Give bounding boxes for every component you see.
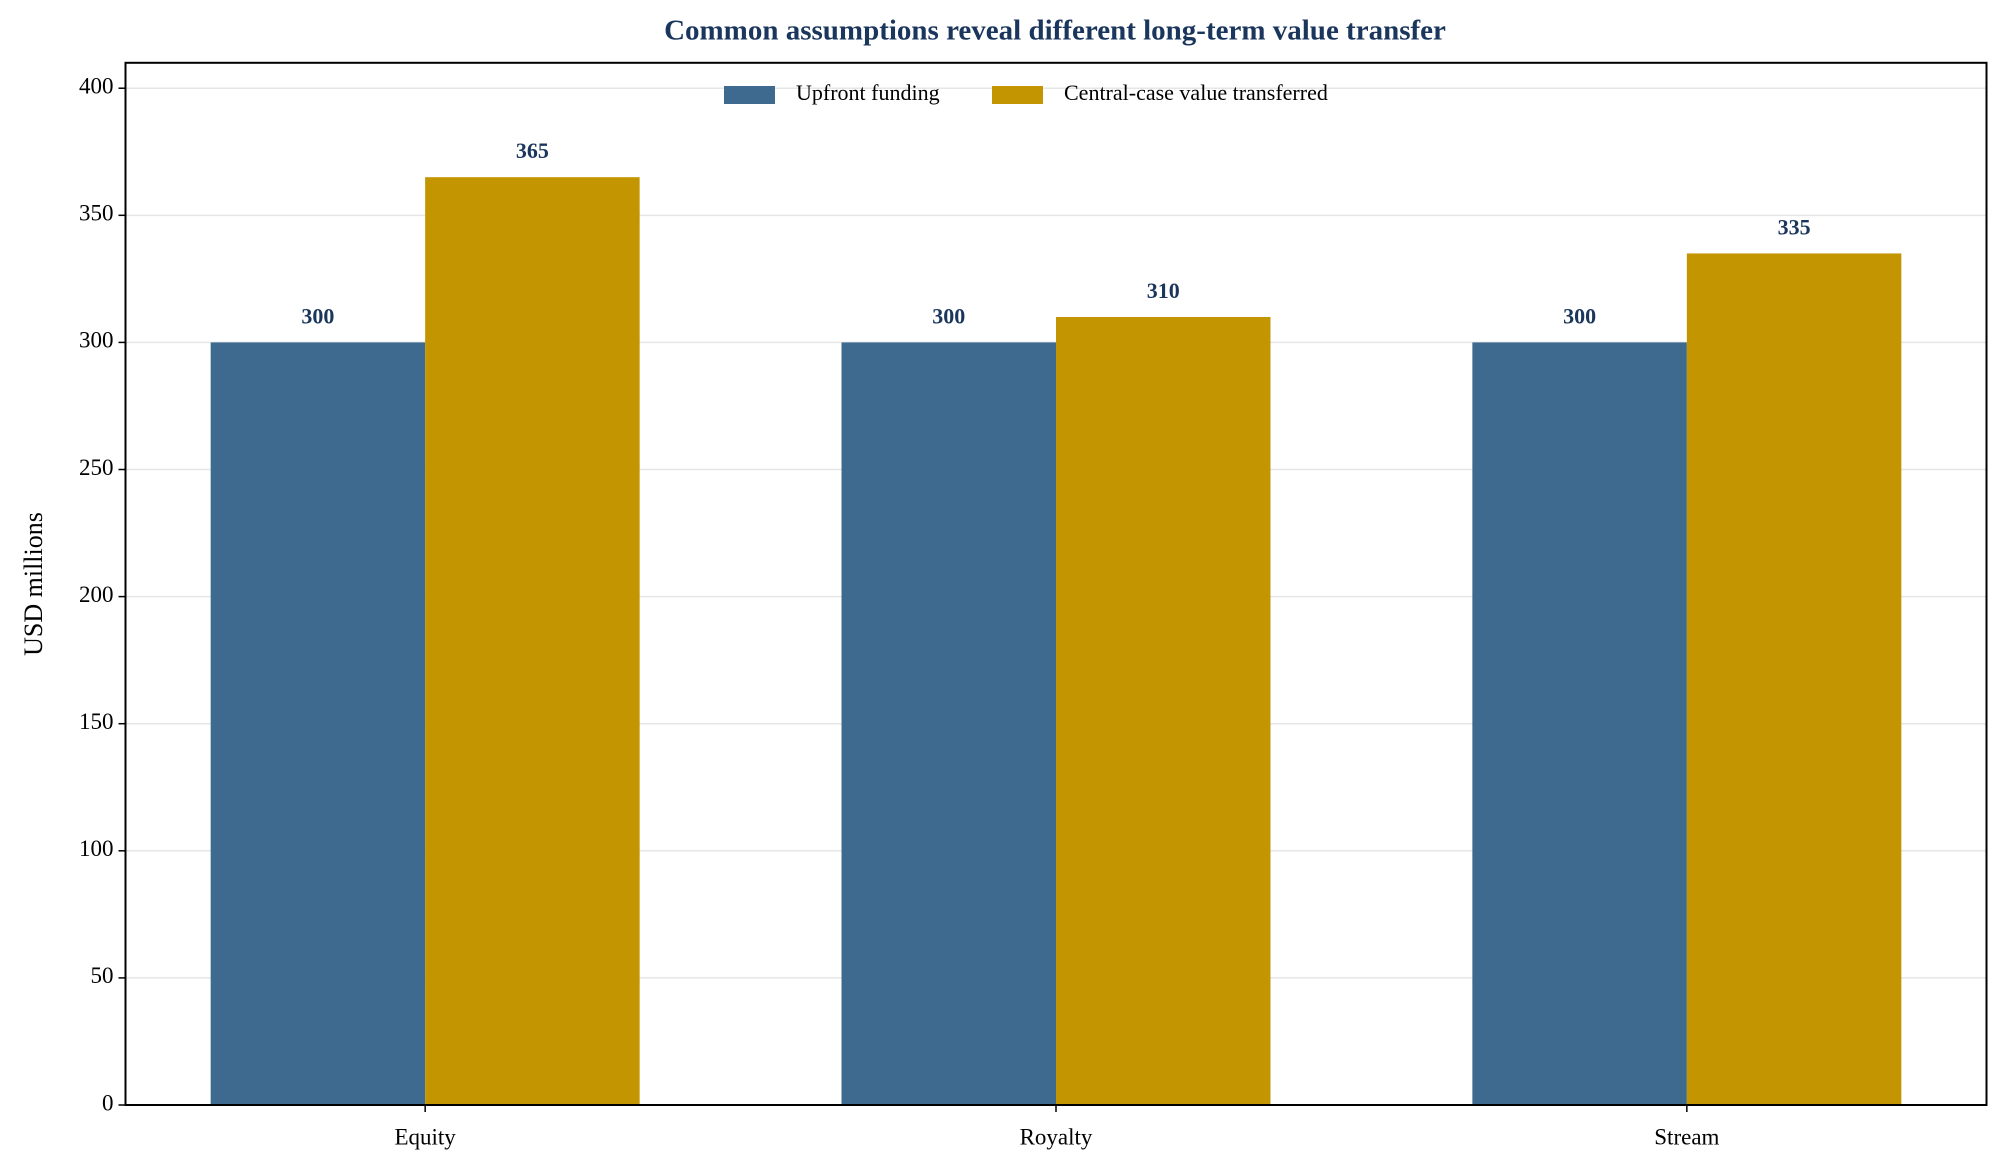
bar	[1472, 342, 1687, 1105]
bar	[1686, 253, 1902, 1105]
y-tick-label: 150	[79, 709, 114, 734]
y-tick-label: 0	[102, 1090, 114, 1115]
y-axis-label: USD millions	[19, 512, 48, 656]
y-tick-label: 350	[79, 201, 114, 226]
value-label: 310	[1147, 278, 1180, 303]
bar	[210, 342, 426, 1105]
x-tick-label: Royalty	[1020, 1124, 1093, 1149]
chart-title: Common assumptions reveal different long…	[664, 15, 1446, 47]
value-label: 365	[516, 138, 549, 163]
y-tick-label: 200	[79, 582, 114, 607]
bar	[1056, 316, 1271, 1105]
legend-swatch	[724, 86, 775, 104]
y-tick-label: 250	[79, 455, 114, 480]
y-tick-label: 50	[91, 963, 114, 988]
value-label: 300	[932, 303, 965, 328]
legend-swatch	[992, 86, 1043, 104]
legend-label: Central-case value transferred	[1064, 80, 1328, 105]
x-tick-label: Stream	[1654, 1124, 1719, 1149]
legend: Upfront funding Central-case value transf…	[724, 80, 1328, 105]
value-label: 335	[1778, 214, 1811, 239]
bar	[425, 177, 640, 1105]
value-label: 300	[301, 303, 334, 328]
y-tick-label: 100	[79, 836, 114, 861]
y-tick-label: 300	[79, 328, 114, 353]
bar	[841, 342, 1056, 1105]
plot-frame	[124, 61, 1988, 1106]
value-label: 300	[1563, 303, 1596, 328]
y-tick-label: 400	[79, 74, 114, 99]
x-tick-label: Equity	[394, 1124, 456, 1149]
legend-label: Upfront funding	[796, 80, 940, 105]
